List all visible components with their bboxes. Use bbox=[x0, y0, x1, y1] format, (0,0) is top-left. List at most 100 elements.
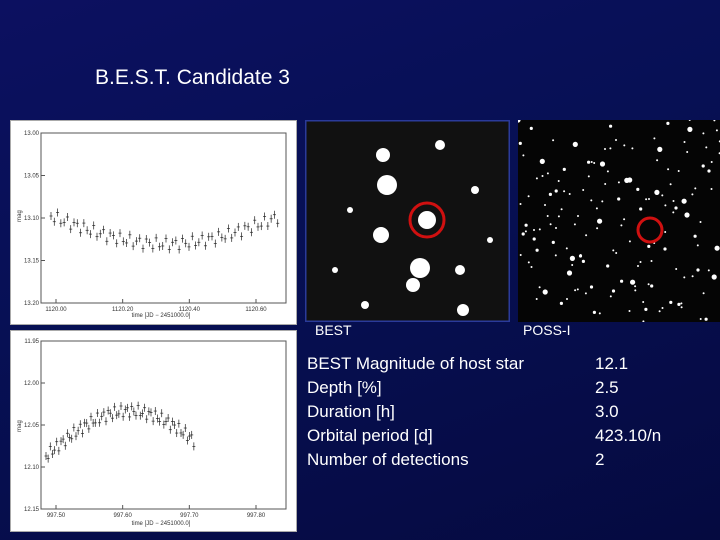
star bbox=[532, 237, 536, 241]
star bbox=[623, 218, 626, 221]
star bbox=[606, 264, 610, 268]
star bbox=[557, 215, 560, 218]
star bbox=[667, 168, 670, 171]
star bbox=[609, 124, 613, 128]
star bbox=[656, 159, 659, 162]
star bbox=[628, 310, 631, 312]
star bbox=[574, 289, 577, 292]
star bbox=[683, 276, 686, 279]
star bbox=[576, 288, 579, 291]
star bbox=[710, 161, 713, 163]
target-marker bbox=[408, 201, 446, 239]
star bbox=[694, 187, 697, 190]
star bbox=[711, 274, 717, 280]
star bbox=[650, 260, 653, 262]
star bbox=[642, 301, 645, 303]
poss-image bbox=[518, 120, 720, 322]
star bbox=[554, 189, 558, 193]
property-name: Depth [%] bbox=[307, 378, 382, 397]
star bbox=[650, 284, 654, 288]
star bbox=[560, 208, 563, 211]
star bbox=[565, 247, 568, 250]
star bbox=[546, 215, 549, 217]
star bbox=[601, 200, 604, 203]
star bbox=[590, 199, 593, 202]
star bbox=[573, 223, 576, 226]
star bbox=[691, 193, 694, 196]
star bbox=[552, 139, 555, 142]
star bbox=[604, 148, 606, 150]
property-value: 3.0 bbox=[595, 402, 619, 421]
property-value: 12.1 bbox=[595, 354, 629, 373]
star bbox=[637, 265, 639, 267]
y-tick-label: 12.15 bbox=[24, 507, 40, 513]
star bbox=[551, 240, 555, 244]
y-axis-label: mag bbox=[17, 210, 23, 222]
property-name: Number of detections bbox=[307, 450, 469, 469]
star bbox=[611, 289, 616, 293]
star bbox=[664, 231, 667, 233]
star bbox=[595, 207, 598, 210]
star bbox=[533, 229, 535, 231]
star bbox=[658, 310, 661, 313]
star bbox=[582, 189, 585, 191]
y-tick-label: 13.10 bbox=[24, 216, 40, 222]
star bbox=[645, 198, 648, 201]
star bbox=[529, 126, 533, 130]
table-row: Orbital period [d] 423.10/n bbox=[307, 424, 717, 448]
star bbox=[699, 318, 702, 320]
star bbox=[569, 255, 575, 261]
x-ticks: 1120.00 1120.20 1120.40 1120.60 bbox=[45, 299, 267, 313]
star bbox=[647, 283, 650, 286]
image-caption: BEST bbox=[315, 322, 352, 338]
star bbox=[554, 254, 557, 257]
star bbox=[599, 161, 606, 167]
star bbox=[672, 211, 675, 214]
star bbox=[539, 158, 545, 164]
star bbox=[535, 248, 539, 252]
y-tick-label: 13.00 bbox=[24, 131, 40, 137]
y-tick-label: 12.05 bbox=[24, 423, 40, 429]
star bbox=[634, 289, 637, 292]
y-tick-label: 13.20 bbox=[24, 301, 40, 307]
star bbox=[519, 254, 522, 256]
star bbox=[707, 269, 710, 272]
target-marker bbox=[636, 216, 664, 244]
star bbox=[522, 154, 525, 157]
star bbox=[704, 317, 708, 321]
table-row: Depth [%] 2.5 bbox=[307, 376, 717, 400]
y-tick-label: 12.00 bbox=[24, 381, 40, 387]
star bbox=[518, 141, 522, 145]
star bbox=[559, 301, 563, 305]
y-ticks: 13.00 13.05 13.10 13.15 13.20 bbox=[24, 131, 45, 307]
star bbox=[609, 295, 612, 298]
star bbox=[644, 307, 648, 311]
star bbox=[615, 139, 617, 141]
star bbox=[623, 144, 626, 147]
star bbox=[589, 285, 594, 289]
image-points bbox=[49, 208, 280, 254]
x-tick-label: 1120.20 bbox=[112, 307, 134, 313]
star bbox=[693, 234, 697, 238]
property-value: 2.5 bbox=[595, 378, 619, 397]
x-tick-label: 997.60 bbox=[113, 513, 132, 519]
star bbox=[578, 254, 583, 258]
star bbox=[572, 141, 578, 147]
table-row: Number of detections 2 bbox=[307, 448, 717, 472]
y-tick-label: 12.10 bbox=[24, 465, 40, 471]
property-name: Duration [h] bbox=[307, 402, 395, 421]
star bbox=[630, 279, 636, 285]
star bbox=[548, 192, 552, 196]
star bbox=[624, 177, 630, 183]
star bbox=[587, 160, 591, 164]
star bbox=[544, 204, 546, 206]
star bbox=[715, 129, 718, 132]
star bbox=[524, 230, 527, 233]
x-tick-label: 1120.00 bbox=[45, 307, 67, 313]
star bbox=[702, 132, 705, 135]
star bbox=[654, 189, 660, 195]
star bbox=[687, 126, 693, 132]
star bbox=[686, 151, 689, 153]
star bbox=[639, 207, 643, 211]
